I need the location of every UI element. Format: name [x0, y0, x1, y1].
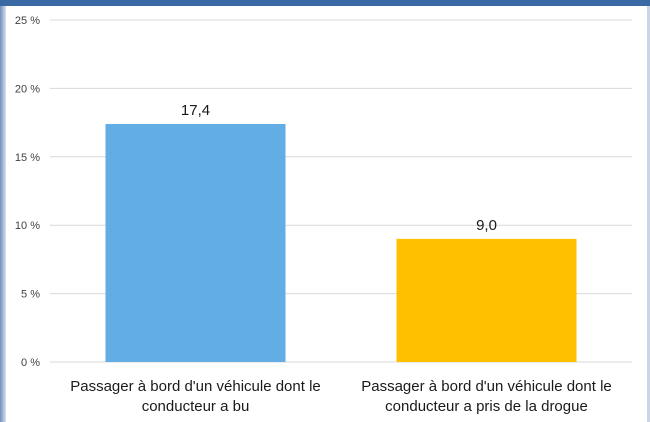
y-tick-label: 0 %: [21, 357, 40, 369]
y-tick-label: 15 %: [15, 152, 40, 164]
y-tick-label: 10 %: [15, 220, 40, 232]
data-label-1: 17,4: [181, 102, 210, 119]
y-tick-label: 5 %: [21, 289, 40, 301]
category-labels: Passager à bord d'un véhicule dont le con…: [70, 378, 612, 415]
y-axis: 0 % 5 % 10 % 15 % 20 % 25 %: [15, 15, 40, 369]
bar-1: [106, 124, 286, 362]
category-label-2: Passager à bord d'un véhicule dont le: [361, 378, 612, 395]
category-label-1: Passager à bord d'un véhicule dont le: [70, 378, 321, 395]
bar-2: [397, 239, 577, 362]
category-label-1: conducteur a bu: [142, 398, 250, 415]
data-label-2: 9,0: [476, 217, 497, 234]
category-label-2: conducteur a pris de la drogue: [385, 398, 588, 415]
y-tick-label: 25 %: [15, 15, 40, 27]
bars: [106, 124, 577, 362]
y-tick-label: 20 %: [15, 83, 40, 95]
